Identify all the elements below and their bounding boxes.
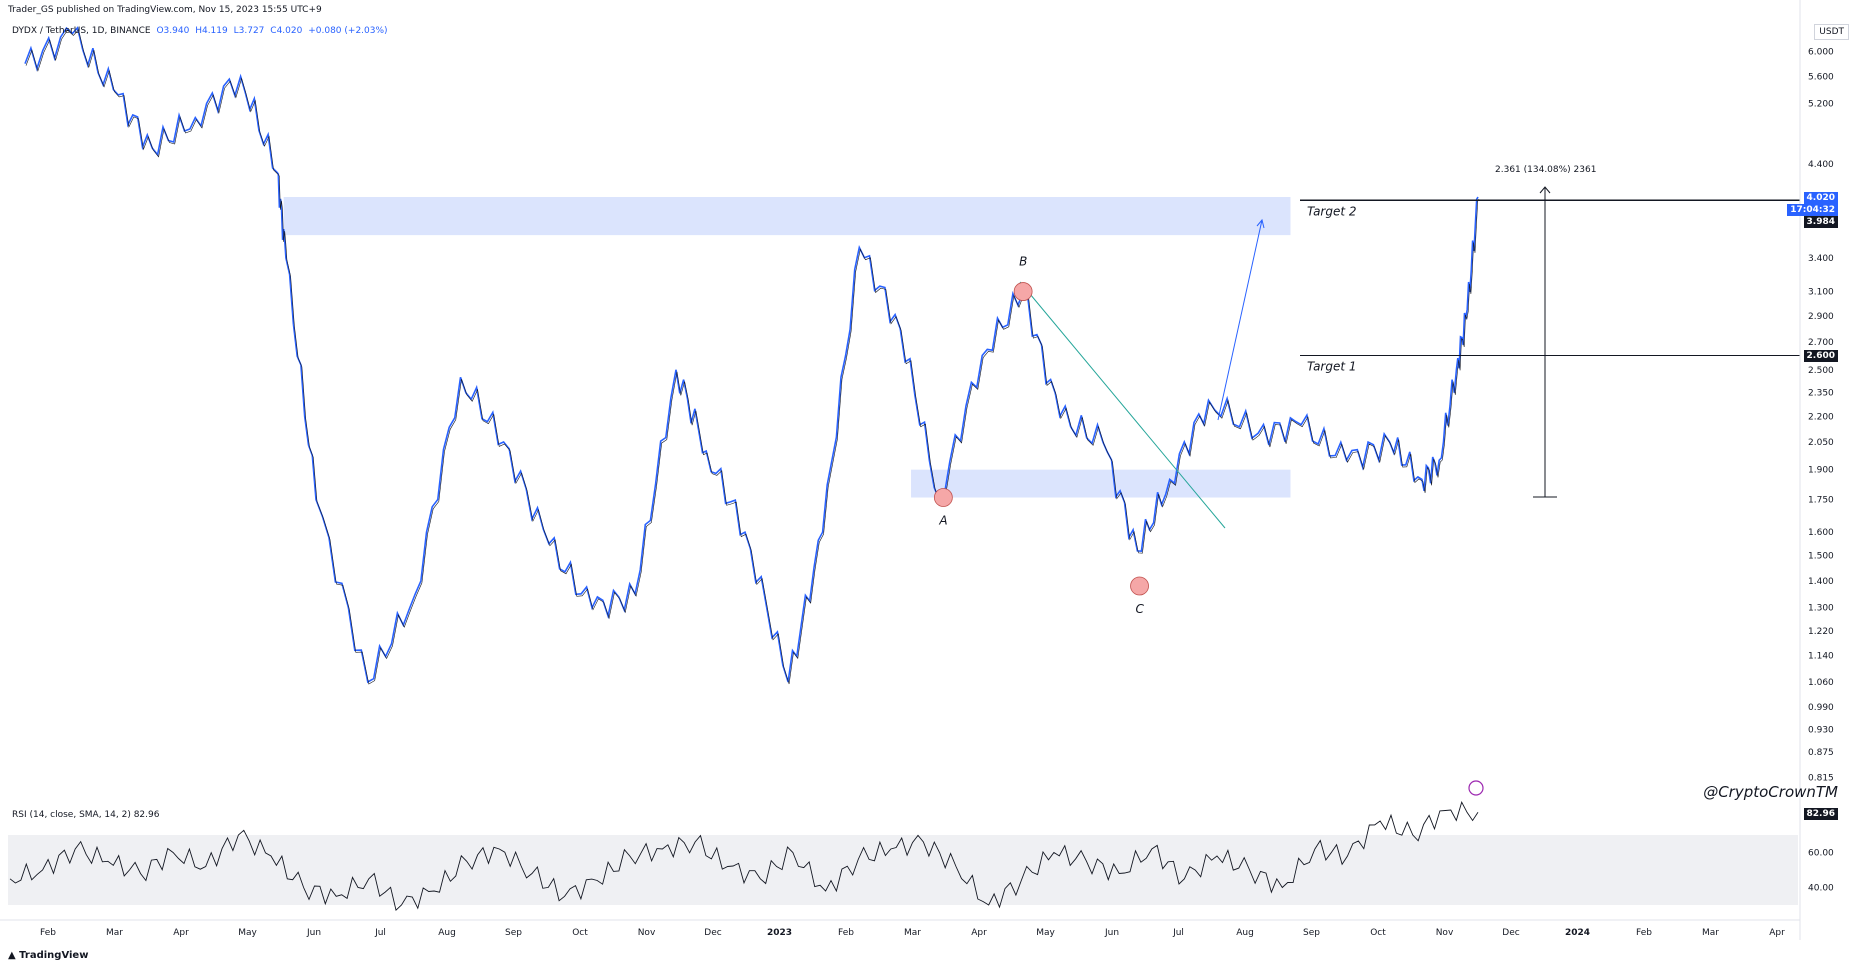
x-tick-label: Jun xyxy=(1104,928,1119,938)
target1-price-tag: 2.600 xyxy=(1803,350,1838,362)
y-tick-label: 1.220 xyxy=(1808,627,1834,637)
symbol-name[interactable]: DYDX / TetherUS, 1D, BINANCE xyxy=(12,26,151,36)
wave-point-a xyxy=(933,488,953,507)
x-tick-label: Dec xyxy=(704,928,721,938)
x-tick-label: Mar xyxy=(904,928,921,938)
y-tick-label: 1.750 xyxy=(1808,496,1834,506)
x-tick-label: Sep xyxy=(1303,928,1320,938)
support-zone-1 xyxy=(283,197,1291,236)
rsi-tick-label: 60.00 xyxy=(1808,849,1834,859)
downtrend-line xyxy=(1019,281,1226,529)
low-value: L3.727 xyxy=(233,26,265,36)
wave-label-a: A xyxy=(938,514,947,528)
y-tick-label: 1.600 xyxy=(1808,528,1834,538)
x-tick-label: Feb xyxy=(838,928,854,938)
rsi-line xyxy=(9,801,1479,911)
y-tick-label: 2.200 xyxy=(1808,412,1834,422)
y-tick-label: 2.900 xyxy=(1808,312,1834,322)
rsi-band xyxy=(8,835,1798,905)
x-tick-label: Mar xyxy=(1702,928,1719,938)
y-tick-label: 3.400 xyxy=(1808,254,1834,264)
y-tick-label: 1.500 xyxy=(1808,552,1834,562)
x-tick-label: Aug xyxy=(1236,928,1254,938)
price-series xyxy=(24,26,1479,684)
x-tick-label: Nov xyxy=(638,928,656,938)
target-label-2: Target 1 xyxy=(1307,360,1357,374)
y-tick-label: 2.500 xyxy=(1808,366,1834,376)
footer-label: TradingView xyxy=(19,950,89,961)
y-tick-label: 5.600 xyxy=(1808,72,1834,82)
fib-arrow-head xyxy=(1539,186,1551,194)
last-price-tag: 4.020 xyxy=(1803,192,1838,204)
y-tick-label: 0.990 xyxy=(1808,703,1834,713)
x-tick-label: May xyxy=(238,928,257,938)
close-value: C4.020 xyxy=(270,26,303,36)
x-tick-label: 2023 xyxy=(767,928,792,938)
rsi-value-tag: 82.96 xyxy=(1803,808,1838,820)
wave-point-c xyxy=(1130,576,1149,596)
x-tick-label: Oct xyxy=(572,928,588,938)
y-tick-label: 1.300 xyxy=(1808,604,1834,614)
target-label-1: Target 2 xyxy=(1307,204,1357,218)
high-value: H4.119 xyxy=(195,26,228,36)
y-tick-label: 1.900 xyxy=(1808,466,1834,476)
y-tick-label: 1.140 xyxy=(1808,652,1834,662)
y-tick-label: 0.930 xyxy=(1808,726,1834,736)
x-tick-label: Nov xyxy=(1436,928,1454,938)
x-tick-label: Feb xyxy=(40,928,56,938)
countdown-tag: 17:04:32 xyxy=(1787,204,1838,216)
wave-label-c: C xyxy=(1136,602,1145,616)
open-value: O3.940 xyxy=(156,26,190,36)
fib-measure-label: 2.361 (134.08%) 2361 xyxy=(1495,165,1597,175)
y-tick-label: 5.200 xyxy=(1808,99,1834,109)
y-tick-label: 2.050 xyxy=(1808,438,1834,448)
published-line: Trader_GS published on TradingView.com, … xyxy=(8,5,322,15)
projection-arrow xyxy=(1217,219,1263,421)
x-tick-label: Apr xyxy=(1769,928,1785,938)
rsi-tick-label: 40.00 xyxy=(1808,884,1834,894)
target2-price-tag: 3.984 xyxy=(1803,216,1838,228)
symbol-legend: DYDX / TetherUS, 1D, BINANCE O3.940 H4.1… xyxy=(12,26,391,36)
change-value: +0.080 (+2.03%) xyxy=(308,26,388,36)
rsi-legend: RSI (14, close, SMA, 14, 2) 82.96 xyxy=(12,810,160,820)
y-tick-label: 2.700 xyxy=(1808,338,1834,348)
watermark: @CryptoCrownTM xyxy=(1703,783,1838,801)
y-tick-label: 0.815 xyxy=(1808,774,1834,784)
x-tick-label: May xyxy=(1036,928,1055,938)
x-tick-label: Jun xyxy=(306,928,321,938)
y-tick-label: 3.100 xyxy=(1808,288,1834,298)
tradingview-logo: ▲ TradingView xyxy=(8,950,89,961)
y-tick-label: 1.400 xyxy=(1808,577,1834,587)
x-tick-label: Apr xyxy=(173,928,189,938)
x-tick-label: Jul xyxy=(374,928,386,938)
y-tick-label: 0.875 xyxy=(1808,748,1834,758)
currency-button[interactable]: USDT xyxy=(1814,24,1849,40)
x-tick-label: Sep xyxy=(505,928,522,938)
wave-label-b: B xyxy=(1019,255,1027,269)
y-tick-label: 4.400 xyxy=(1808,160,1834,170)
x-tick-label: Dec xyxy=(1502,928,1519,938)
projection-arrow-head xyxy=(1256,218,1265,229)
wave-point-b xyxy=(1013,282,1033,301)
y-tick-label: 6.000 xyxy=(1808,47,1834,57)
x-tick-label: Oct xyxy=(1370,928,1386,938)
x-tick-label: 2024 xyxy=(1565,928,1590,938)
x-tick-label: Aug xyxy=(438,928,456,938)
x-tick-label: Feb xyxy=(1636,928,1652,938)
x-tick-label: Apr xyxy=(971,928,987,938)
y-tick-label: 2.350 xyxy=(1808,388,1834,398)
price-series-shadow xyxy=(25,29,1480,685)
x-tick-label: Jul xyxy=(1172,928,1184,938)
lightning-icon xyxy=(1468,780,1484,796)
x-tick-label: Mar xyxy=(106,928,123,938)
support-zone-2 xyxy=(911,469,1291,498)
y-tick-label: 1.060 xyxy=(1808,678,1834,688)
